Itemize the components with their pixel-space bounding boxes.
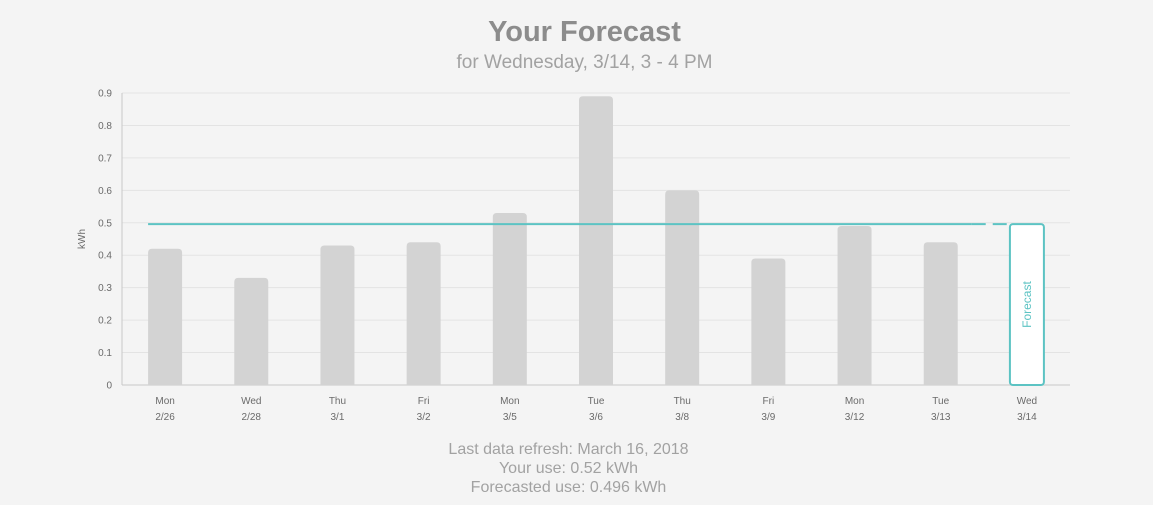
- y-axis-label: kWh: [77, 229, 88, 249]
- bar-3-5: [492, 213, 527, 385]
- y-tick-label: 0.4: [98, 251, 112, 262]
- x-tick-date: 3/6: [589, 412, 603, 423]
- x-tick-date: 3/13: [931, 412, 951, 423]
- y-tick-label: 0.7: [98, 153, 112, 164]
- y-tick-label: 0.1: [98, 348, 112, 359]
- x-tick-date: 3/8: [675, 412, 689, 423]
- bar-2-28: [234, 277, 269, 385]
- your-use-text: Your use: 0.52 kWh: [498, 460, 639, 477]
- x-tick-date: 2/26: [155, 412, 175, 423]
- y-tick-label: 0.2: [98, 316, 112, 327]
- x-tick-date: 3/2: [417, 412, 431, 423]
- x-tick-date: 3/12: [845, 412, 865, 423]
- x-tick-day: Thu: [674, 396, 691, 407]
- y-tick-label: 0.6: [98, 186, 112, 197]
- x-tick-day: Mon: [500, 396, 519, 407]
- y-tick-label: 0.3: [98, 283, 112, 294]
- forecasted-use-text: Forecasted use: 0.496 kWh: [470, 479, 667, 496]
- y-tick-label: 0.9: [98, 89, 112, 100]
- x-tick-date: 2/28: [242, 412, 262, 423]
- bar-3-1: [320, 245, 355, 385]
- y-tick-label: 0.5: [98, 218, 112, 229]
- x-tick-date: 3/9: [761, 412, 775, 423]
- last-refresh-text: Last data refresh: March 16, 2018: [448, 441, 689, 458]
- bar-3-13: [923, 242, 958, 385]
- footer-info: Last data refresh: March 16, 2018 Your u…: [0, 440, 1137, 497]
- bar-3-9: [751, 258, 786, 385]
- x-tick-day: Tue: [932, 396, 949, 407]
- forecast-bar-label: Forecast: [1020, 281, 1034, 328]
- bar-2-26: [148, 248, 183, 385]
- x-tick-day: Mon: [845, 396, 864, 407]
- x-tick-date: 3/14: [1017, 412, 1037, 423]
- chart-subtitle: for Wednesday, 3/14, 3 - 4 PM: [456, 52, 713, 73]
- x-tick-day: Thu: [329, 396, 346, 407]
- x-tick-day: Mon: [155, 396, 174, 407]
- x-tick-day: Tue: [588, 396, 605, 407]
- x-tick-day: Wed: [241, 396, 261, 407]
- x-tick-day: Fri: [763, 396, 775, 407]
- y-tick-label: 0: [106, 381, 112, 392]
- y-tick-label: 0.8: [98, 121, 112, 132]
- bar-3-6: [579, 96, 613, 385]
- bar-3-2: [406, 242, 441, 385]
- bar-3-8: [665, 190, 700, 385]
- bar-3-12: [837, 226, 872, 385]
- forecast-bar: [1008, 223, 1045, 386]
- x-tick-date: 3/1: [331, 412, 345, 423]
- chart-title: Your Forecast: [488, 16, 681, 48]
- x-tick-date: 3/5: [503, 412, 517, 423]
- x-tick-day: Fri: [418, 396, 430, 407]
- x-tick-day: Wed: [1017, 396, 1037, 407]
